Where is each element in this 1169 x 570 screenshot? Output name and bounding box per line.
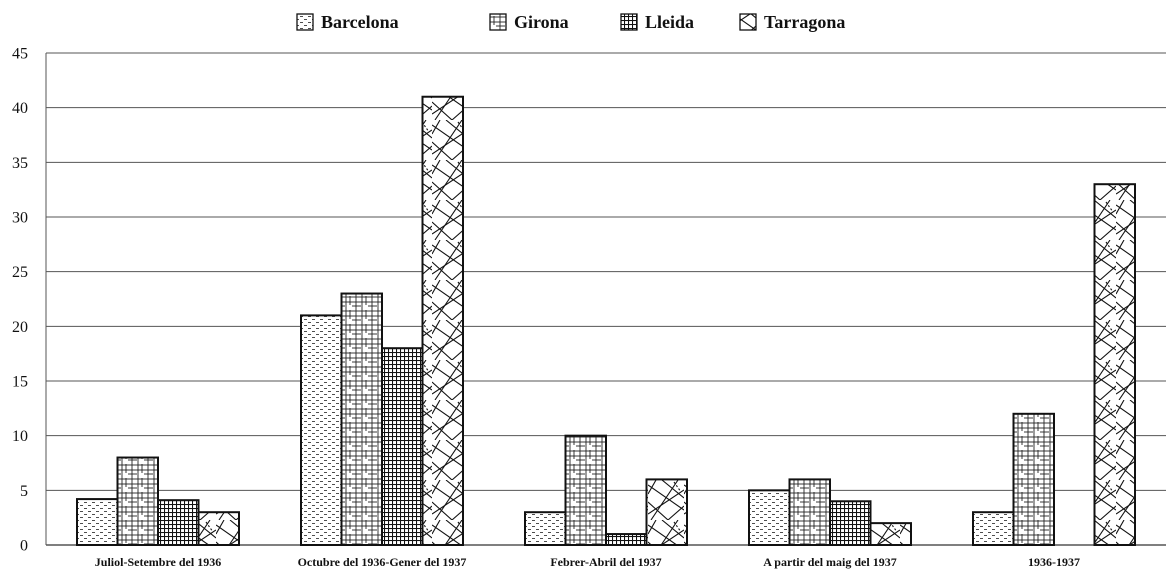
legend-swatch-lleida [620, 13, 638, 31]
y-tick-label: 40 [12, 100, 28, 117]
y-axis: 0 5 10 15 20 25 30 35 40 45 [12, 46, 47, 555]
x-tick-label: 1936-1937 [1028, 555, 1080, 569]
y-tick-label: 0 [20, 538, 28, 555]
bar-barcelona-1 [300, 314, 343, 546]
x-tick-label: Juliol-Setembre del 1936 [95, 555, 221, 569]
y-tick-label: 10 [12, 428, 28, 445]
x-axis-labels: Juliol-Setembre del 1936 Octubre del 1936… [95, 555, 1080, 569]
legend-label-barcelona: Barcelona [321, 12, 399, 32]
gridlines [46, 52, 1166, 546]
bar-barcelona-0 [76, 498, 119, 546]
x-tick-label: Octubre del 1936-Gener del 1937 [298, 555, 467, 569]
bar-tarragona-3 [869, 522, 912, 547]
bar-tarragona-0 [197, 511, 240, 547]
legend-label-tarragona: Tarragona [764, 12, 845, 32]
legend-swatch-barcelona [296, 13, 314, 31]
legend-label-lleida: Lleida [645, 12, 694, 32]
y-tick-label: 30 [12, 210, 28, 227]
legend: Barcelona Girona Lleida Tarragona [296, 12, 845, 32]
x-tick-label: Febrer-Abril del 1937 [550, 555, 661, 569]
y-tick-label: 25 [12, 264, 28, 281]
bar-tarragona-4 [1093, 183, 1136, 546]
y-tick-label: 15 [12, 374, 28, 391]
bar-lleida-1 [381, 347, 424, 547]
legend-label-girona: Girona [514, 12, 569, 32]
bar-tarragona-1 [421, 95, 464, 546]
bars [76, 95, 1136, 547]
y-tick-label: 20 [12, 319, 28, 336]
bar-girona-1 [340, 292, 383, 546]
legend-swatch-girona [489, 13, 507, 31]
x-tick-label: A partir del maig del 1937 [763, 555, 896, 569]
y-tick-label: 45 [12, 46, 28, 63]
bar-barcelona-3 [748, 489, 791, 547]
bar-tarragona-2 [645, 478, 688, 546]
bar-girona-4 [1012, 412, 1055, 546]
bar-girona-0 [116, 456, 159, 546]
bar-lleida-0 [157, 499, 200, 547]
bar-girona-3 [788, 478, 831, 546]
bar-barcelona-2 [524, 511, 567, 547]
y-tick-label: 35 [12, 155, 28, 172]
bar-lleida-3 [829, 500, 872, 546]
y-tick-label: 5 [20, 483, 28, 500]
bar-barcelona-4 [972, 511, 1015, 547]
legend-swatch-tarragona [739, 13, 757, 31]
bar-girona-2 [564, 434, 607, 546]
bar-lleida-2 [605, 533, 648, 546]
